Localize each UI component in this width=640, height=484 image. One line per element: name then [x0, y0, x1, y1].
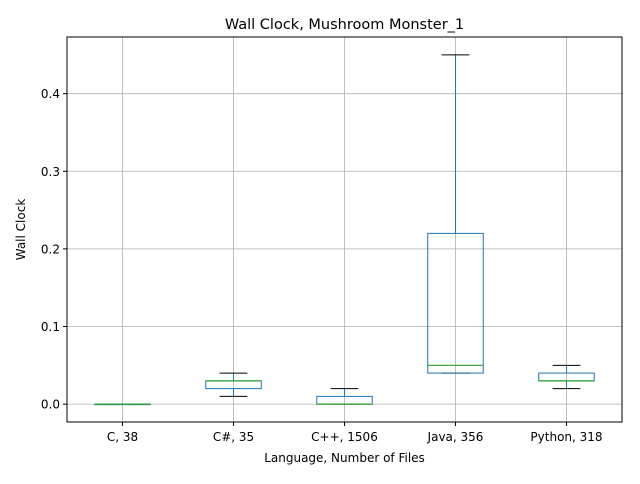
box-iqr: [427, 232, 484, 374]
tick-layer: 0.0 0.1 0.2 0.3 0.4 C, 38 C#, 35 C++, 1506 Java,…: [41, 87, 603, 444]
x-tick-label: C, 38: [107, 430, 138, 444]
x-tick-label: C++, 1506: [311, 430, 378, 444]
chart-title: Wall Clock, Mushroom Monster_1: [225, 17, 464, 33]
x-tick-label: C#, 35: [213, 430, 254, 444]
y-tick-label: 0.3: [41, 165, 60, 179]
x-tick-label: Java, 356: [427, 430, 484, 444]
x-tick-label: Python, 318: [530, 430, 602, 444]
y-tick-label: 0.1: [41, 320, 60, 334]
y-tick-label: 0.4: [41, 87, 60, 101]
box-layer: [94, 54, 595, 406]
y-axis-label: Wall Clock: [14, 199, 28, 261]
y-tick-label: 0.2: [41, 242, 60, 256]
x-axis-label: Language, Number of Files: [264, 451, 425, 465]
y-tick-label: 0.0: [41, 398, 60, 412]
